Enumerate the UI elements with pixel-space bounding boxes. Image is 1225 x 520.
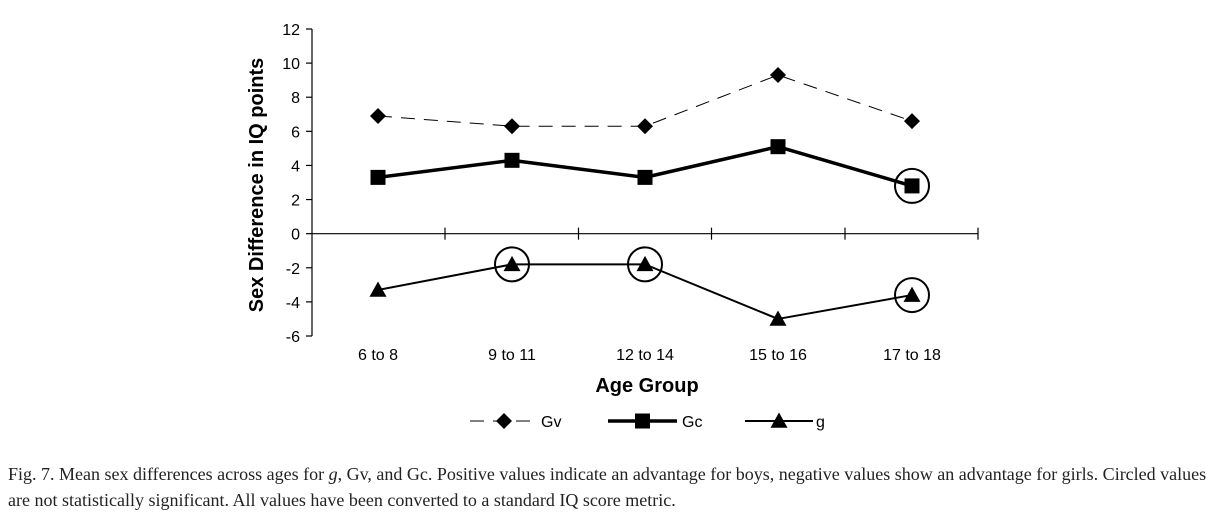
not-significant-circle [894,167,930,204]
series-line-g [377,263,913,320]
caption-prefix: Fig. 7. Mean sex differences across ages… [8,464,329,484]
series-layer [369,67,930,326]
y-tick-label: 4 [291,158,300,175]
y-tick-label: -2 [286,261,300,278]
y-tick-label: 8 [291,90,300,107]
square-point [504,152,520,168]
triangle-point [503,255,521,272]
triangle-point [769,310,787,326]
triangle-point [369,281,387,297]
series-gv [370,67,920,135]
diamond-point [770,67,786,84]
not-significant-circle [894,277,930,314]
diamond-point [370,107,386,124]
chart: 12 10 8 6 4 2 0 -2 -4 -6 6 to 8 9 to 11 12 to 14 15 … [246,22,979,431]
legend-square-marker [635,413,650,429]
legend-label: Gv [541,414,561,431]
legend-label: g [816,414,825,431]
y-tick-label: -6 [286,329,300,346]
triangle-point [636,255,654,272]
legend-triangle-marker [770,412,788,428]
x-tick-label: 17 to 18 [883,347,941,364]
figure-caption: Fig. 7. Mean sex differences across ages… [8,461,1220,513]
triangle-point [903,286,921,302]
y-tick-label: -4 [286,295,300,312]
y-tick-label: 2 [291,193,300,210]
legend: Gv Gc g [470,412,825,431]
square-point [904,178,920,194]
not-significant-circle [494,246,530,283]
x-tick-label: 12 to 14 [616,347,674,364]
square-point [770,139,786,155]
y-tick-label: 0 [291,227,300,244]
x-tick-label: 9 to 11 [488,347,536,364]
y-tick-label: 6 [291,124,300,141]
diamond-point [504,118,520,135]
y-tick-label: 10 [282,56,300,73]
diamond-point [904,113,920,130]
series-g [369,246,930,326]
legend-label: Gc [682,414,702,431]
y-tick-label: 12 [282,22,300,39]
x-axis-title: Age Group [595,375,698,397]
legend-item-gv: Gv [470,413,561,431]
x-tick-label: 6 to 8 [358,347,398,364]
series-gc [370,139,930,204]
axes [311,29,978,336]
diamond-point [637,118,653,135]
x-tick-label: 15 to 16 [749,347,807,364]
caption-rest: , Gv, and Gc. Positive values indicate a… [8,464,1207,510]
square-point [637,169,653,185]
legend-item-gc: Gc [608,413,702,431]
y-axis-title: Sex Difference in IQ points [246,58,268,313]
square-point [370,169,386,185]
not-significant-circle [627,246,663,283]
y-ticks: 12 10 8 6 4 2 0 -2 -4 -6 [282,22,312,346]
caption-g-symbol: g [328,464,338,484]
x-ticks: 6 to 8 9 to 11 12 to 14 15 to 16 17 to 18 [358,227,979,364]
legend-item-g: g [745,412,825,431]
legend-diamond-marker [496,413,512,429]
